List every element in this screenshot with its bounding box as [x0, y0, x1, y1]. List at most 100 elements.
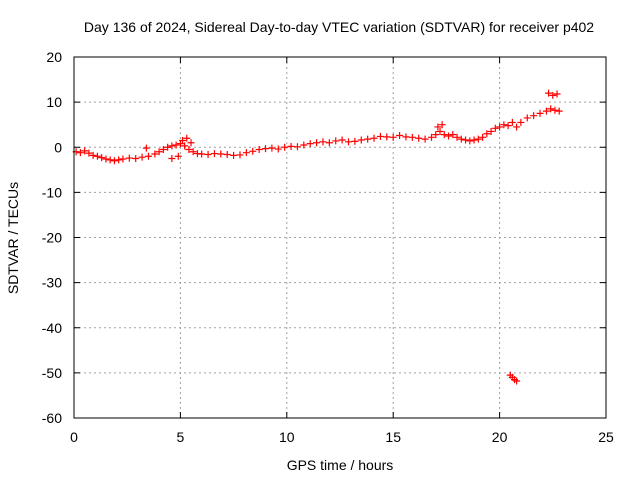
data-point	[174, 152, 182, 160]
data-point	[230, 151, 238, 159]
data-point	[470, 136, 478, 144]
data-point	[102, 155, 110, 163]
y-tick-label: 20	[46, 49, 62, 65]
y-tick-label: -60	[42, 410, 62, 426]
data-point	[536, 109, 544, 117]
data-point	[396, 132, 404, 140]
data-point	[168, 155, 176, 163]
data-point	[432, 131, 440, 139]
data-point	[555, 107, 563, 115]
data-point	[159, 146, 167, 154]
data-point	[513, 123, 521, 131]
data-point	[185, 146, 193, 154]
data-point	[138, 153, 146, 161]
data-point	[428, 133, 436, 141]
data-point	[204, 150, 212, 158]
data-point	[236, 151, 244, 159]
data-point	[119, 155, 127, 163]
data-point	[402, 133, 410, 141]
data-point	[351, 137, 359, 145]
data-point	[517, 118, 525, 126]
data-point	[551, 106, 559, 114]
data-point	[325, 139, 333, 147]
x-axis-label: GPS time / hours	[287, 457, 394, 473]
data-point	[370, 134, 378, 142]
data-point	[76, 149, 84, 157]
data-point	[110, 157, 118, 165]
data-point	[210, 150, 218, 158]
data-point	[313, 139, 321, 147]
data-point	[504, 122, 512, 130]
x-tick-label: 20	[492, 429, 508, 445]
x-tick-label: 15	[385, 429, 401, 445]
data-point	[449, 131, 457, 139]
data-point	[357, 136, 365, 144]
data-point	[553, 90, 561, 98]
data-point	[164, 143, 172, 151]
data-point	[415, 134, 423, 142]
chart-title: Day 136 of 2024, Sidereal Day-to-day VTE…	[84, 19, 594, 35]
data-point	[274, 145, 282, 153]
data-point	[189, 148, 197, 156]
y-tick-label: -30	[42, 275, 62, 291]
x-tick-label: 5	[177, 429, 185, 445]
data-point	[440, 131, 448, 139]
data-point	[496, 123, 504, 131]
data-point	[332, 137, 340, 145]
data-point	[217, 150, 225, 158]
data-point	[198, 150, 206, 158]
data-point	[172, 141, 180, 149]
data-point	[483, 130, 491, 138]
data-point	[155, 148, 163, 156]
data-point	[523, 114, 531, 122]
data-point	[474, 135, 482, 143]
x-tick-labels: 0 5 10 15 20 25	[70, 429, 614, 445]
data-point	[183, 134, 191, 142]
data-point	[530, 112, 538, 120]
data-point	[132, 155, 140, 163]
data-point	[106, 156, 114, 164]
data-point	[545, 89, 553, 97]
data-point	[255, 146, 263, 154]
data-point	[376, 132, 384, 140]
data-point	[287, 142, 295, 150]
data-point	[144, 152, 152, 160]
data-point	[549, 91, 557, 99]
data-point	[115, 156, 123, 164]
y-axis-label: SDTVAR / TECUs	[5, 182, 21, 294]
data-point	[383, 133, 391, 141]
x-tick-label: 25	[598, 429, 614, 445]
y-tick-label: 10	[46, 94, 62, 110]
data-point	[306, 140, 314, 148]
data-point	[93, 152, 101, 160]
data-point	[466, 137, 474, 145]
data-point	[168, 142, 176, 150]
data-point	[453, 133, 461, 141]
data-point	[300, 141, 308, 149]
data-point	[151, 150, 159, 158]
data-point	[242, 149, 250, 157]
y-tick-labels: -60 -50 -40 -30 -20 -10 0 10 20	[42, 49, 62, 426]
data-point	[98, 154, 106, 162]
data-point	[125, 154, 133, 162]
data-point	[89, 151, 97, 159]
data-point	[487, 127, 495, 135]
data-point	[364, 135, 372, 143]
data-point	[408, 133, 416, 141]
y-tick-label: -10	[42, 184, 62, 200]
data-point	[491, 124, 499, 132]
data-point	[268, 144, 276, 152]
data-point	[293, 143, 301, 151]
data-point	[438, 121, 446, 129]
data-point	[85, 149, 93, 157]
data-point	[547, 105, 555, 113]
grid-lines	[74, 57, 606, 418]
y-tick-label: -50	[42, 365, 62, 381]
data-point	[457, 135, 465, 143]
data-point	[179, 136, 187, 144]
data-point	[187, 139, 195, 147]
data-point	[281, 143, 289, 151]
data-point	[421, 135, 429, 143]
data-point	[508, 118, 516, 126]
